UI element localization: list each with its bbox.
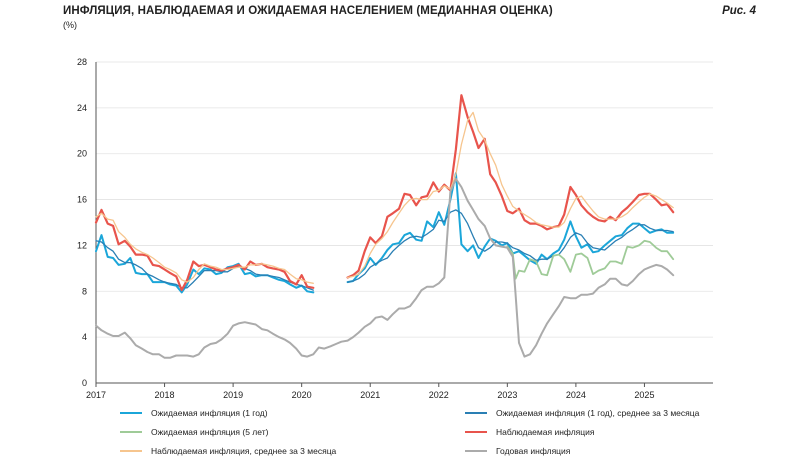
- series-line-1: [95, 209, 674, 291]
- x-tick-label: 2017: [86, 390, 106, 400]
- chart-title: ИНФЛЯЦИЯ, НАБЛЮДАЕМАЯ И ОЖИДАЕМАЯ НАСЕЛЕ…: [63, 5, 553, 17]
- legend-swatch: [465, 431, 487, 433]
- y-tick-label: 12: [77, 240, 87, 250]
- series-lines: [94, 94, 675, 359]
- y-tick-label: 28: [77, 57, 87, 67]
- y-tick-label: 20: [77, 149, 87, 159]
- y-tick-label: 24: [77, 103, 87, 113]
- legend-item-annual: Годовая инфляция: [465, 446, 570, 456]
- legend-label: Ожидаемая инфляция (1 год): [151, 408, 268, 418]
- y-tick-label: 8: [82, 286, 87, 296]
- y-tick-label: 4: [82, 332, 87, 342]
- legend-swatch: [465, 412, 487, 414]
- series-line-2: [506, 239, 675, 280]
- series-line-4: [95, 111, 674, 284]
- grid-lines: [96, 61, 713, 338]
- legend-label: Годовая инфляция: [496, 446, 571, 456]
- y-tick-label: 16: [77, 195, 87, 205]
- series-line-0: [95, 172, 675, 294]
- y-tick-label: 0: [82, 378, 87, 388]
- legend-swatch: [120, 450, 142, 452]
- legend-label: Ожидаемая инфляция (5 лет): [151, 427, 269, 437]
- legend-swatch: [465, 450, 487, 452]
- series-line-3: [94, 94, 675, 292]
- legend-label: Ожидаемая инфляция (1 год), среднее за 3…: [496, 408, 700, 418]
- legend-item-expected-1y-3m: Ожидаемая инфляция (1 год), среднее за 3…: [465, 408, 699, 418]
- figure-label: Рис. 4: [722, 5, 756, 17]
- legend-label: Наблюдаемая инфляция, среднее за 3 месяц…: [151, 446, 337, 456]
- unit-label: (%): [63, 20, 77, 30]
- series-line-5: [95, 177, 675, 359]
- legend-item-expected-1y: Ожидаемая инфляция (1 год): [120, 408, 268, 418]
- legend-swatch: [120, 431, 142, 433]
- legend-item-observed: Наблюдаемая инфляция: [465, 427, 594, 437]
- legend-item-observed-3m: Наблюдаемая инфляция, среднее за 3 месяц…: [120, 446, 336, 456]
- x-tick-label: 2020: [292, 390, 312, 400]
- x-tick-label: 2023: [497, 390, 517, 400]
- x-tick-label: 2024: [566, 390, 586, 400]
- legend-item-expected-5y: Ожидаемая инфляция (5 лет): [120, 427, 268, 437]
- x-tick-label: 2021: [360, 390, 380, 400]
- x-tick-label: 2025: [634, 390, 654, 400]
- x-tick-label: 2019: [223, 390, 243, 400]
- x-tick-label: 2018: [155, 390, 175, 400]
- legend-label: Наблюдаемая инфляция: [496, 427, 595, 437]
- legend-swatch: [120, 412, 142, 414]
- x-tick-label: 2022: [429, 390, 449, 400]
